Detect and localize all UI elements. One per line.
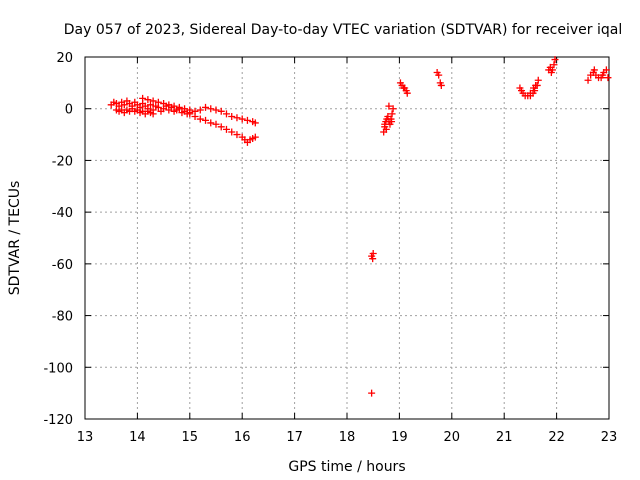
data-point — [207, 119, 215, 127]
data-point — [207, 105, 215, 113]
x-axis-label: GPS time / hours — [288, 459, 405, 475]
data-point — [233, 131, 241, 139]
data-point — [228, 128, 236, 136]
data-point — [149, 97, 157, 105]
axis-ticks: 13 14 15 16 17 18 19 20 21 22 23 -120 -100 -80 -60 -40 -… — [43, 51, 617, 445]
data-point — [139, 94, 147, 102]
data-marks — [107, 56, 612, 397]
data-point — [212, 106, 220, 114]
data-point — [251, 133, 259, 141]
data-point — [388, 118, 396, 126]
data-point — [435, 71, 443, 79]
y-tick-label: 0 — [65, 103, 73, 118]
data-point — [202, 103, 210, 111]
series-segment-22.6 — [584, 66, 612, 84]
data-point — [186, 110, 194, 118]
x-tick-label: 15 — [182, 430, 199, 445]
series-segment-18.8 — [380, 102, 397, 136]
y-tick-label: -80 — [52, 310, 73, 325]
x-tick-label: 14 — [129, 430, 146, 445]
data-point — [403, 89, 411, 97]
data-point — [243, 116, 251, 124]
y-tick-label: -40 — [52, 206, 73, 221]
data-point — [534, 76, 542, 84]
data-point — [389, 105, 397, 113]
x-tick-label: 23 — [601, 430, 618, 445]
data-point — [217, 107, 225, 115]
series-band-upper — [139, 94, 259, 127]
series-segment-19.75 — [433, 69, 445, 89]
data-point — [530, 84, 538, 92]
data-point — [584, 76, 592, 84]
data-point — [551, 56, 559, 64]
data-point — [144, 96, 152, 104]
data-point — [228, 112, 236, 120]
data-point — [388, 110, 396, 118]
x-tick-label: 18 — [339, 430, 356, 445]
x-tick-label: 22 — [548, 430, 565, 445]
data-point — [120, 101, 128, 109]
series-segment-21.9 — [545, 56, 559, 77]
data-point — [191, 112, 199, 120]
y-tick-label: -60 — [52, 258, 73, 273]
data-point — [147, 101, 154, 109]
series-segment-21.4 — [516, 76, 542, 100]
x-tick-label: 13 — [77, 430, 94, 445]
data-point — [202, 116, 210, 124]
y-tick-label: -120 — [43, 413, 73, 428]
data-point — [222, 110, 230, 118]
data-point — [149, 110, 157, 118]
series-band-lower — [186, 110, 259, 146]
data-point — [238, 115, 246, 123]
data-point — [533, 81, 541, 89]
data-point — [251, 119, 259, 127]
data-point — [385, 102, 393, 110]
data-point — [604, 74, 612, 82]
series-band-early-lower — [112, 105, 157, 118]
x-tick-label: 19 — [391, 430, 408, 445]
data-point — [381, 120, 389, 128]
x-tick-label: 16 — [234, 430, 251, 445]
x-tick-label: 21 — [496, 430, 513, 445]
data-point — [212, 120, 220, 128]
data-point — [170, 102, 178, 110]
chart-title: Day 057 of 2023, Sidereal Day-to-day VTE… — [64, 22, 622, 38]
series-segment-18.5 — [368, 250, 377, 397]
data-point — [196, 106, 204, 114]
data-point — [160, 100, 168, 108]
data-point — [599, 71, 607, 79]
series-segment-19.1 — [396, 79, 411, 97]
data-point — [550, 61, 558, 69]
y-tick-label: 20 — [56, 51, 73, 66]
data-point — [154, 98, 162, 106]
data-point — [233, 114, 241, 122]
y-tick-label: -20 — [52, 154, 73, 169]
data-point — [181, 105, 189, 113]
data-point — [602, 66, 610, 74]
x-tick-label: 20 — [444, 430, 461, 445]
data-point — [590, 66, 598, 74]
data-point — [368, 389, 376, 397]
y-axis-label: SDTVAR / TECUs — [7, 181, 23, 296]
data-point — [222, 125, 230, 133]
data-point — [526, 89, 534, 97]
data-point — [437, 81, 445, 89]
data-point — [217, 123, 225, 131]
data-point — [382, 125, 390, 133]
data-point — [196, 115, 204, 123]
data-point — [369, 250, 377, 258]
y-tick-label: -100 — [43, 361, 73, 376]
data-point — [547, 69, 555, 77]
data-point — [165, 101, 173, 109]
data-point — [175, 103, 183, 111]
x-tick-label: 17 — [286, 430, 303, 445]
